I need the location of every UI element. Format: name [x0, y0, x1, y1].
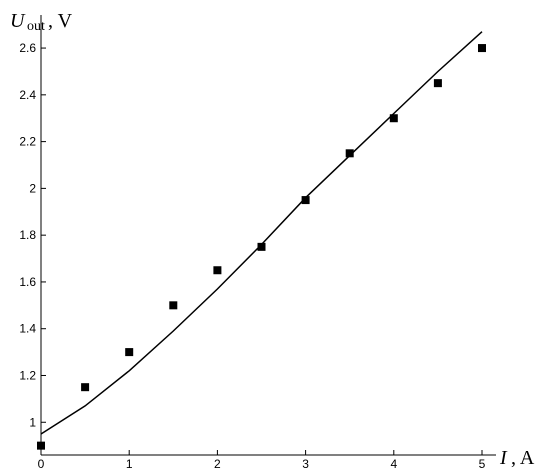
data-point [37, 441, 45, 450]
y-tick-label: 1 [29, 415, 36, 429]
data-point [389, 114, 398, 123]
y-axis-subscript: out [27, 19, 45, 34]
y-tick-label: 1.4 [19, 322, 36, 336]
x-tick-label: 2 [214, 457, 221, 471]
data-point [169, 301, 178, 310]
data-point [213, 266, 222, 275]
y-tick-label: 2 [29, 181, 36, 195]
data-point [478, 44, 486, 53]
y-tick-label: 2.2 [19, 135, 36, 149]
y-tick-label: 1.2 [19, 368, 36, 382]
data-point [433, 79, 442, 88]
data-point [301, 196, 310, 205]
fit-curve [40, 31, 483, 435]
y-axis-symbol: U [10, 10, 26, 32]
data-point [125, 348, 134, 357]
x-tick-label: 5 [479, 457, 486, 471]
x-tick-label: 0 [38, 457, 45, 471]
y-tick-label: 2.6 [19, 41, 36, 55]
y-tick-label: 2.4 [19, 88, 36, 102]
y-tick-label: 1.6 [19, 275, 36, 289]
y-axis-unit: , V [48, 10, 73, 32]
x-axis-label: I , A [499, 447, 535, 469]
x-axis-symbol: I [499, 447, 508, 469]
x-axis-unit: , A [511, 447, 535, 469]
data-point [257, 242, 266, 251]
x-tick-label: 4 [390, 457, 397, 471]
data-point [345, 149, 354, 158]
ticks: 0 1 2 3 4 5 1 1.2 1.4 1.6 1.8 2 2.2 2.4 2.6 [19, 41, 485, 471]
plot-area [37, 31, 486, 450]
x-tick-label: 1 [126, 457, 133, 471]
y-tick-label: 1.8 [19, 228, 36, 242]
x-tick-label: 3 [302, 457, 309, 471]
data-point [81, 383, 90, 392]
